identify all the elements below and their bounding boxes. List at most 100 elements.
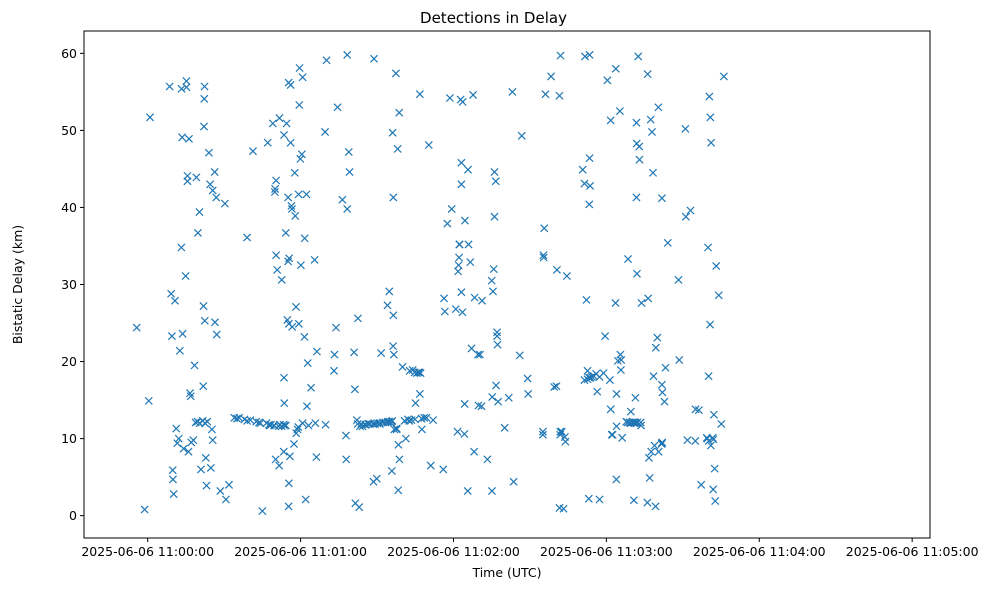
data-point: [466, 258, 475, 267]
data-point: [297, 150, 306, 159]
data-point: [585, 373, 594, 382]
data-point: [650, 441, 659, 450]
data-point: [605, 376, 614, 385]
data-point: [645, 473, 654, 482]
data-point: [509, 477, 518, 486]
data-point: [584, 494, 593, 503]
data-point: [500, 423, 509, 432]
data-point: [263, 138, 272, 147]
data-point: [617, 355, 626, 365]
y-tick-label: 60: [61, 46, 77, 61]
data-point: [706, 441, 715, 450]
data-point: [644, 453, 653, 462]
data-point: [585, 200, 594, 209]
data-point: [343, 50, 352, 59]
data-point: [307, 383, 316, 392]
data-point: [410, 415, 420, 424]
data-point: [473, 350, 482, 359]
data-point: [704, 243, 713, 252]
data-point: [279, 447, 288, 456]
data-point: [394, 440, 403, 449]
data-point: [517, 131, 526, 140]
data-point: [583, 366, 592, 375]
data-point: [637, 421, 646, 430]
x-axis: 2025-06-06 11:00:00 2025-06-06 11:01:00 20…: [81, 538, 979, 559]
y-tick-label: 40: [61, 200, 77, 215]
data-point: [398, 362, 407, 371]
data-point: [443, 219, 452, 228]
data-point: [681, 124, 690, 133]
data-point: [290, 168, 299, 177]
data-point: [311, 419, 320, 428]
data-point: [271, 455, 280, 464]
data-point: [183, 177, 192, 186]
data-point: [350, 348, 359, 357]
data-point: [515, 351, 524, 360]
data-point: [615, 107, 624, 116]
data-point: [644, 294, 653, 303]
data-point: [455, 240, 464, 249]
data-point: [651, 502, 660, 511]
data-point: [626, 407, 635, 416]
data-point: [478, 296, 487, 305]
data-point: [389, 193, 398, 202]
data-point: [490, 167, 499, 177]
data-point: [206, 463, 215, 472]
data-point: [624, 255, 633, 264]
data-point: [706, 320, 715, 329]
data-point: [415, 90, 424, 99]
data-markers: [132, 50, 728, 516]
data-point: [629, 496, 638, 505]
data-point: [280, 421, 289, 430]
plot-area: [83, 30, 931, 539]
data-point: [429, 416, 438, 425]
data-point: [658, 438, 667, 447]
data-point: [172, 424, 181, 433]
data-point: [287, 201, 296, 210]
data-point: [712, 261, 721, 271]
data-point: [454, 261, 463, 270]
data-point: [275, 461, 284, 470]
chart-title: Detections in Delay: [420, 9, 567, 27]
data-point: [280, 130, 289, 140]
data-point: [195, 208, 204, 217]
data-point: [555, 91, 564, 100]
data-point: [646, 115, 655, 124]
data-point: [221, 495, 230, 504]
data-point: [683, 436, 692, 445]
data-point: [648, 168, 658, 177]
data-point: [232, 414, 241, 423]
data-point: [291, 211, 300, 220]
data-point: [451, 305, 460, 314]
data-point: [493, 332, 502, 341]
data-point: [538, 427, 547, 436]
data-point: [295, 100, 304, 109]
data-point: [342, 455, 351, 464]
data-point: [284, 502, 293, 511]
data-point: [460, 399, 469, 408]
data-point: [192, 173, 201, 182]
data-point: [488, 287, 498, 296]
data-point: [200, 82, 209, 91]
data-point: [704, 372, 713, 381]
data-point: [587, 372, 596, 381]
data-point: [224, 480, 234, 489]
data-point: [181, 272, 190, 281]
data-point: [312, 453, 321, 462]
data-point: [184, 134, 194, 143]
data-point: [453, 427, 462, 436]
data-point: [296, 154, 305, 163]
data-point: [385, 417, 394, 426]
data-point: [653, 333, 662, 342]
data-point: [580, 376, 589, 385]
data-point: [208, 436, 217, 445]
data-point: [674, 275, 683, 284]
data-point: [207, 425, 216, 434]
data-point: [691, 436, 700, 445]
data-point: [593, 387, 602, 396]
data-point: [657, 194, 666, 203]
data-point: [651, 343, 660, 352]
data-point: [457, 158, 466, 167]
data-point: [612, 422, 621, 431]
data-point: [167, 289, 176, 298]
